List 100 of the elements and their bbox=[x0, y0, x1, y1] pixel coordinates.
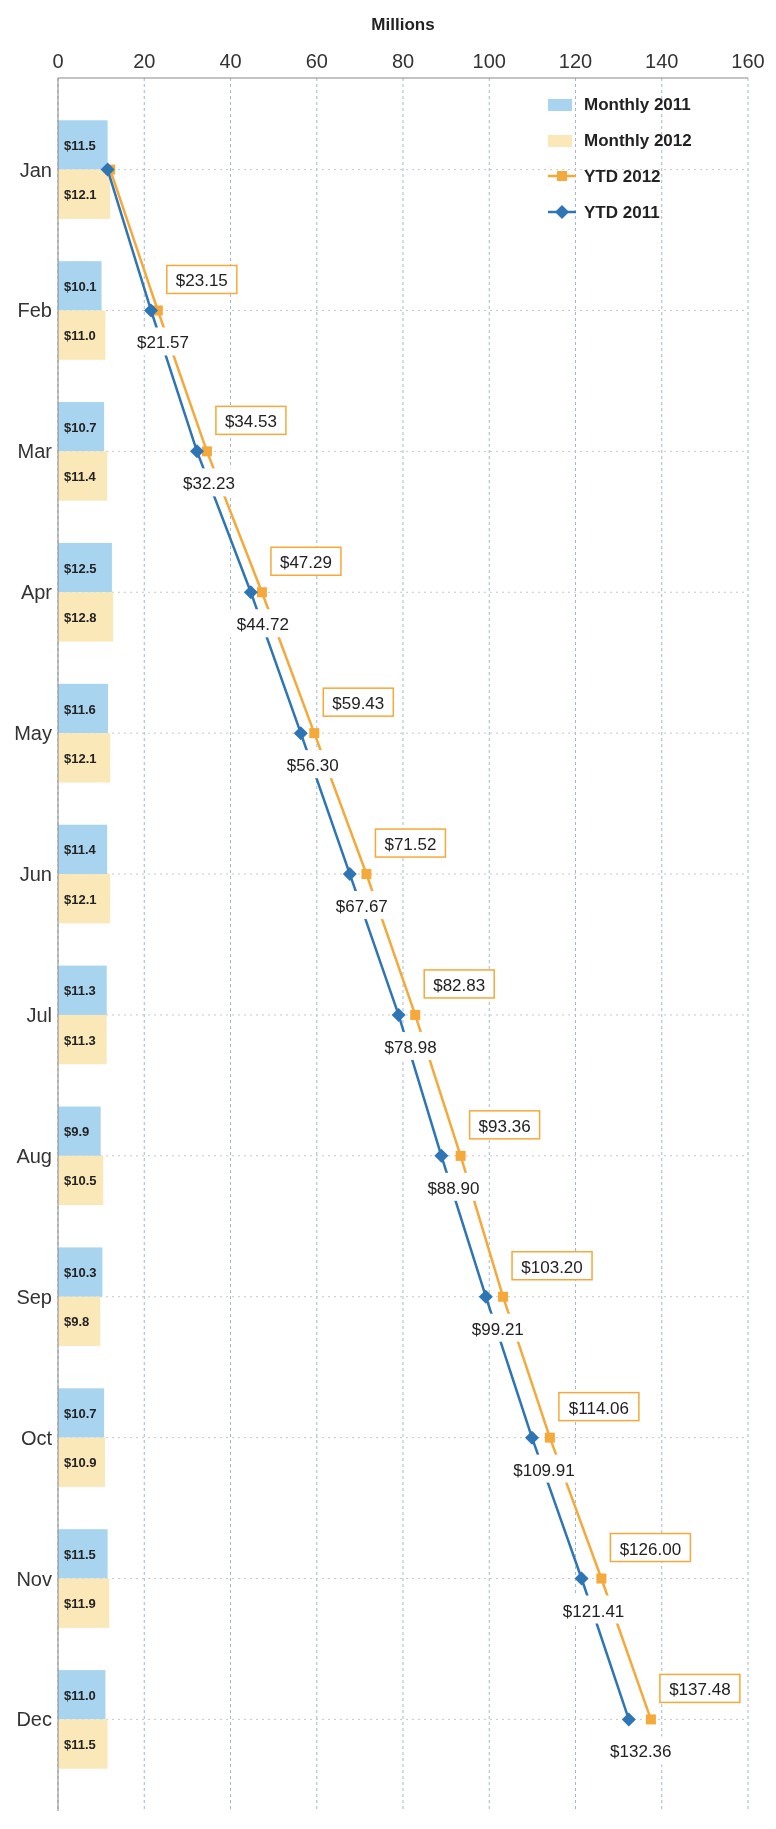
data-label: $99.21 bbox=[471, 1319, 524, 1339]
data-label: $10.3 bbox=[64, 1265, 97, 1281]
data-label: $56.30 bbox=[286, 756, 339, 776]
y-tick-label: Oct bbox=[20, 1426, 53, 1449]
y-tick-label: Sep bbox=[16, 1285, 52, 1308]
data-label: $109.91 bbox=[513, 1460, 575, 1480]
y-tick-label: Aug bbox=[16, 1144, 52, 1167]
point bbox=[189, 444, 204, 459]
x-tick-label: 160 bbox=[731, 50, 765, 72]
data-label: $12.5 bbox=[64, 560, 97, 576]
x-tick-label: 60 bbox=[305, 50, 328, 72]
point bbox=[498, 1291, 509, 1302]
point bbox=[574, 1571, 589, 1586]
point bbox=[645, 1714, 656, 1725]
point bbox=[434, 1148, 449, 1163]
point bbox=[201, 446, 212, 457]
x-tick-label: 100 bbox=[472, 50, 506, 72]
x-tick-label: 80 bbox=[391, 50, 415, 72]
data-label: $12.1 bbox=[64, 187, 97, 203]
data-label: $132.36 bbox=[610, 1742, 672, 1762]
data-label: $121.41 bbox=[562, 1601, 625, 1621]
point bbox=[596, 1573, 607, 1584]
data-label: $12.1 bbox=[64, 891, 97, 907]
bar bbox=[58, 1529, 108, 1579]
y-tick-label: Jul bbox=[26, 1003, 52, 1026]
bar bbox=[58, 120, 108, 170]
data-label: $11.3 bbox=[64, 1032, 96, 1048]
data-label: $44.72 bbox=[236, 615, 289, 635]
bar bbox=[58, 1106, 101, 1156]
bar bbox=[58, 733, 111, 783]
x-tick-label: 140 bbox=[645, 50, 679, 72]
legend-label: YTD 2011 bbox=[584, 203, 660, 222]
point bbox=[524, 1430, 539, 1445]
data-label: $11.0 bbox=[64, 1687, 96, 1703]
data-label: $11.5 bbox=[64, 1546, 96, 1562]
point bbox=[391, 1007, 406, 1022]
bar bbox=[58, 874, 111, 924]
y-tick-label: Mar bbox=[17, 440, 53, 463]
x-tick-label: 0 bbox=[52, 50, 64, 72]
data-label: $11.0 bbox=[64, 328, 96, 344]
point bbox=[361, 869, 372, 880]
data-label: $59.43 bbox=[332, 694, 385, 714]
data-label: $47.29 bbox=[279, 553, 332, 573]
point bbox=[342, 867, 357, 882]
y-tick-label: May bbox=[14, 722, 52, 745]
legend-label: Monthly 2011 bbox=[584, 95, 691, 114]
point bbox=[293, 726, 308, 741]
x-tick-label: 20 bbox=[133, 50, 156, 72]
data-label: $93.36 bbox=[478, 1116, 531, 1136]
data-label: $88.90 bbox=[427, 1178, 480, 1198]
legend-label: YTD 2012 bbox=[584, 167, 661, 186]
data-label: $23.15 bbox=[175, 271, 228, 291]
data-label: $11.6 bbox=[64, 701, 96, 717]
y-tick-label: Nov bbox=[16, 1567, 52, 1590]
point bbox=[410, 1009, 421, 1020]
bar bbox=[58, 1014, 107, 1065]
y-tick-label: Jun bbox=[19, 863, 52, 886]
x-tick-label: 40 bbox=[219, 50, 242, 72]
data-label: $12.1 bbox=[64, 750, 97, 766]
bar bbox=[58, 592, 114, 642]
data-label: $71.52 bbox=[384, 835, 437, 855]
data-label: $11.5 bbox=[64, 1737, 96, 1753]
data-label: $10.5 bbox=[64, 1173, 97, 1189]
point bbox=[544, 1432, 555, 1443]
point bbox=[455, 1150, 466, 1161]
data-label: $11.3 bbox=[64, 983, 96, 999]
data-label: $9.8 bbox=[64, 1314, 90, 1330]
bar bbox=[58, 542, 112, 593]
data-label: $11.9 bbox=[64, 1596, 96, 1612]
data-label: $11.4 bbox=[64, 469, 97, 485]
bar bbox=[58, 965, 107, 1015]
data-label: $137.48 bbox=[669, 1680, 731, 1700]
data-label: $10.7 bbox=[64, 1405, 97, 1421]
point bbox=[144, 303, 159, 318]
data-label: $11.4 bbox=[64, 842, 97, 858]
data-label: $21.57 bbox=[137, 333, 190, 353]
bar bbox=[58, 310, 106, 360]
data-label: $82.83 bbox=[433, 975, 486, 995]
data-label: $10.9 bbox=[64, 1455, 97, 1471]
data-label: $34.53 bbox=[224, 412, 277, 432]
bar bbox=[58, 1719, 108, 1769]
point bbox=[621, 1712, 636, 1727]
data-label: $103.20 bbox=[521, 1257, 583, 1277]
point bbox=[100, 162, 115, 177]
legend-label: Monthly 2012 bbox=[584, 131, 692, 150]
data-label: $114.06 bbox=[568, 1398, 629, 1418]
data-label: $67.67 bbox=[335, 897, 388, 917]
bar bbox=[58, 451, 108, 501]
point bbox=[243, 585, 258, 600]
x-axis-title: Millions bbox=[371, 15, 435, 34]
point bbox=[478, 1289, 493, 1304]
data-label: $78.98 bbox=[384, 1037, 437, 1057]
data-label: $10.1 bbox=[64, 278, 97, 294]
y-tick-label: Jan bbox=[19, 158, 52, 181]
data-label: $32.23 bbox=[182, 474, 235, 494]
point bbox=[309, 728, 320, 739]
data-label: $11.5 bbox=[64, 137, 96, 153]
data-label: $12.8 bbox=[64, 609, 97, 625]
y-tick-label: Feb bbox=[17, 299, 52, 322]
data-label: $9.9 bbox=[64, 1124, 90, 1140]
